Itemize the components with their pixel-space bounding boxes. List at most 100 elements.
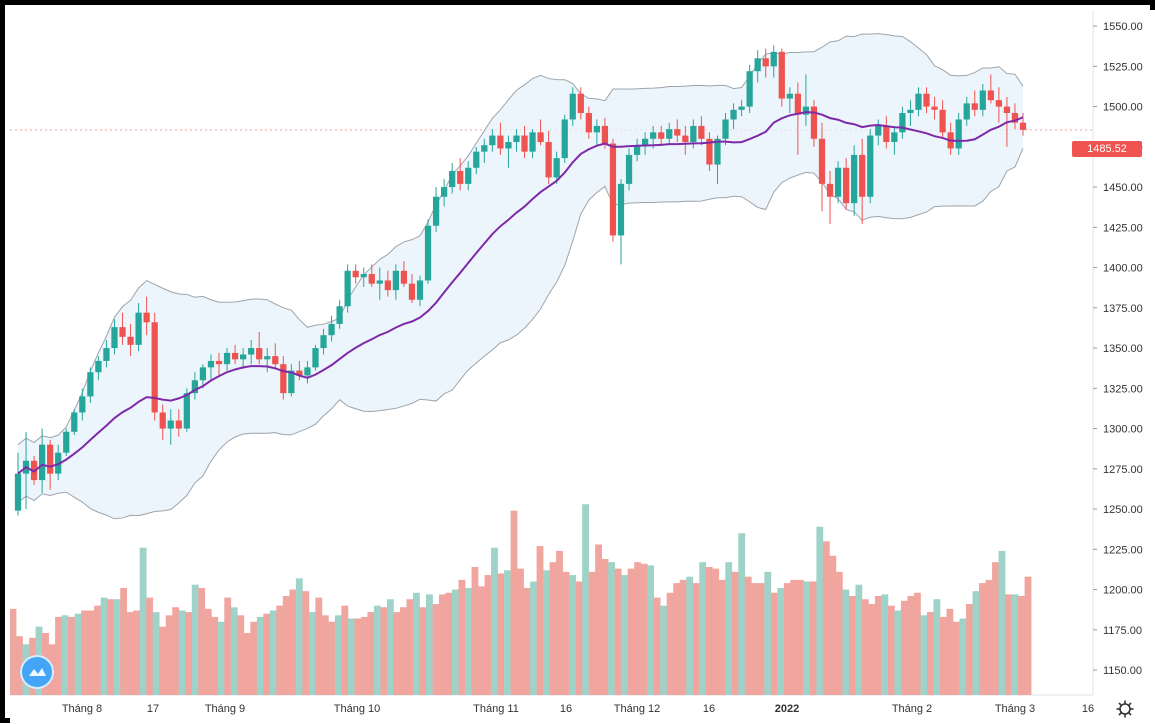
candle [931,96,938,120]
gear-icon[interactable] [1115,699,1135,719]
bollinger-bands [17,33,1024,520]
candle-body [119,327,126,337]
tradingview-logo-icon[interactable] [22,657,52,687]
volume-bar [699,562,707,695]
volume-bar [543,570,550,695]
candle [730,103,737,130]
volume-bar [139,547,147,695]
volume-bar [966,604,973,695]
candle-body [987,90,994,101]
volume-bar [757,583,765,695]
volume-bar [894,610,902,695]
candle [159,404,166,440]
volume-bar [679,579,687,695]
candle-body [183,393,190,429]
candle [256,331,263,365]
candle-body [826,183,834,197]
candle-body [473,151,480,168]
time-tick-label: 16 [1082,703,1094,715]
candle [609,138,617,242]
candle-body [979,90,986,110]
candle [376,267,383,300]
volume-bar [536,546,544,695]
candle [432,187,440,233]
volume-bar [133,610,141,695]
candle-body [625,154,633,184]
volume-bar [933,599,941,695]
volume-bar [484,575,492,695]
candle [834,161,842,204]
volume-bar [289,589,297,695]
candle-body [658,132,665,139]
candle-body [770,51,777,67]
volume-bar [354,618,362,695]
candle [167,409,174,445]
candlesticks [14,45,1027,516]
candle-body [457,170,464,184]
volume-bar [770,592,778,695]
candle [843,158,850,210]
volume-bar [822,541,830,695]
candle-body [706,138,713,165]
candle [907,100,914,126]
candle-body [891,132,898,143]
volume-bar [582,504,589,695]
candle-body [95,360,102,373]
candle [151,312,158,421]
candle-body [786,93,793,99]
candle-body [368,274,375,284]
moving-average-line [17,111,1024,475]
volume-bar [848,595,856,695]
candle-body [778,51,785,99]
candle-body [577,93,584,114]
volume-bar [972,591,980,695]
last-price-badge: 1485.52 [1072,141,1142,157]
volume-bar [191,584,199,695]
volume-bar [425,594,433,695]
candle [95,356,102,381]
volume-bar [152,612,160,695]
volume-bar [10,608,17,695]
time-tick-label: Tháng 12 [614,703,660,715]
volume-bar [230,607,238,695]
volume-bar [1005,594,1012,695]
candle [135,302,142,352]
price-chart[interactable]: 1550.001525.001500.001475.001450.001425.… [10,10,1155,723]
candle-body [312,348,319,368]
candle-body [642,138,649,146]
candle-body [682,135,689,143]
candle-body [63,431,70,453]
candle-body [71,412,78,432]
candle [103,340,110,368]
candle-body [851,154,858,204]
candle-body [384,280,391,291]
volume-bar [178,610,186,695]
candle [223,348,231,371]
candle [633,138,641,162]
price-tick-label: 1175.00 [1103,625,1142,637]
time-axis: Tháng 8 17 Tháng 9 Tháng 10 Tháng 11 16 Tháng … [62,703,1094,715]
candle-body [730,109,737,120]
volume-bar [172,607,180,695]
candle-body [320,335,327,349]
candle [658,125,665,146]
candle [722,113,729,146]
candle-body [513,135,520,143]
volume-bar [120,587,128,695]
volume-bar [439,594,446,695]
time-tick-label: Tháng 8 [62,703,102,715]
candle-body [199,367,207,381]
candle-body [449,170,456,188]
candle-body [167,420,174,429]
candle-body [1011,113,1019,123]
candle [593,119,600,146]
volume-bar [731,571,739,695]
volume-bar [217,621,225,695]
candle [513,129,520,152]
price-tick-label: 1550.00 [1103,21,1143,33]
volume-bar [393,612,401,695]
candle [625,148,633,191]
candle-body [175,420,182,429]
candle [408,274,416,303]
candle-body [561,119,568,159]
